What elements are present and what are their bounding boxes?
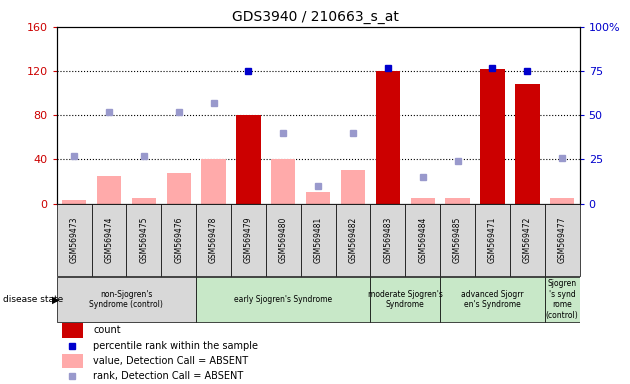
Bar (196, 277, 370, 322)
Bar (271, 159, 295, 204)
Text: GSM569479: GSM569479 (244, 217, 253, 263)
Text: GSM569471: GSM569471 (488, 217, 497, 263)
Text: moderate Sjogren's
Syndrome: moderate Sjogren's Syndrome (368, 290, 443, 309)
Text: count: count (93, 325, 121, 335)
Bar (341, 170, 365, 204)
Bar (62, 200, 86, 204)
Text: percentile rank within the sample: percentile rank within the sample (93, 341, 258, 351)
Bar (411, 198, 435, 204)
Bar (370, 204, 405, 276)
Text: GSM569474: GSM569474 (105, 217, 113, 263)
Bar (127, 204, 161, 276)
Bar (202, 159, 226, 204)
Bar (375, 71, 400, 204)
Bar (62, 354, 83, 368)
Bar (510, 204, 545, 276)
Bar (132, 198, 156, 204)
Text: GDS3940 / 210663_s_at: GDS3940 / 210663_s_at (232, 10, 398, 23)
Text: GSM569485: GSM569485 (453, 217, 462, 263)
Bar (196, 204, 231, 276)
Bar (166, 173, 191, 204)
Text: GSM569477: GSM569477 (558, 217, 566, 263)
Text: early Sjogren's Syndrome: early Sjogren's Syndrome (234, 295, 333, 304)
Text: GSM569484: GSM569484 (418, 217, 427, 263)
Bar (336, 204, 370, 276)
Bar (550, 198, 575, 204)
Bar (266, 204, 301, 276)
Text: GSM569472: GSM569472 (523, 217, 532, 263)
Text: GSM569473: GSM569473 (70, 217, 79, 263)
Bar (405, 204, 440, 276)
Text: GSM569476: GSM569476 (175, 217, 183, 263)
Text: GSM569475: GSM569475 (139, 217, 148, 263)
Bar (161, 204, 196, 276)
Text: GSM569480: GSM569480 (279, 217, 288, 263)
Text: value, Detection Call = ABSENT: value, Detection Call = ABSENT (93, 356, 248, 366)
Bar (306, 192, 330, 204)
Bar (475, 204, 510, 276)
Bar (545, 204, 580, 276)
Text: non-Sjogren's
Syndrome (control): non-Sjogren's Syndrome (control) (89, 290, 163, 309)
Bar (91, 204, 127, 276)
Bar (301, 204, 336, 276)
Text: rank, Detection Call = ABSENT: rank, Detection Call = ABSENT (93, 371, 244, 381)
Text: GSM569481: GSM569481 (314, 217, 323, 263)
Bar (515, 84, 539, 204)
Bar (236, 115, 261, 204)
Text: ▶: ▶ (52, 295, 59, 305)
Bar (231, 204, 266, 276)
Bar (445, 198, 470, 204)
Text: disease state: disease state (3, 295, 64, 304)
Text: GSM569482: GSM569482 (348, 217, 357, 263)
Text: GSM569483: GSM569483 (384, 217, 392, 263)
Bar (480, 69, 505, 204)
Bar (62, 323, 83, 338)
Bar (440, 277, 545, 322)
Bar (440, 204, 475, 276)
Bar (57, 204, 91, 276)
Text: GSM569478: GSM569478 (209, 217, 218, 263)
Text: advanced Sjogrr
en's Syndrome: advanced Sjogrr en's Syndrome (461, 290, 524, 309)
Bar (97, 176, 121, 204)
Bar (370, 277, 440, 322)
Text: Sjogren
's synd
rome
(control): Sjogren 's synd rome (control) (546, 280, 578, 319)
Bar (57, 277, 196, 322)
Bar (545, 277, 580, 322)
